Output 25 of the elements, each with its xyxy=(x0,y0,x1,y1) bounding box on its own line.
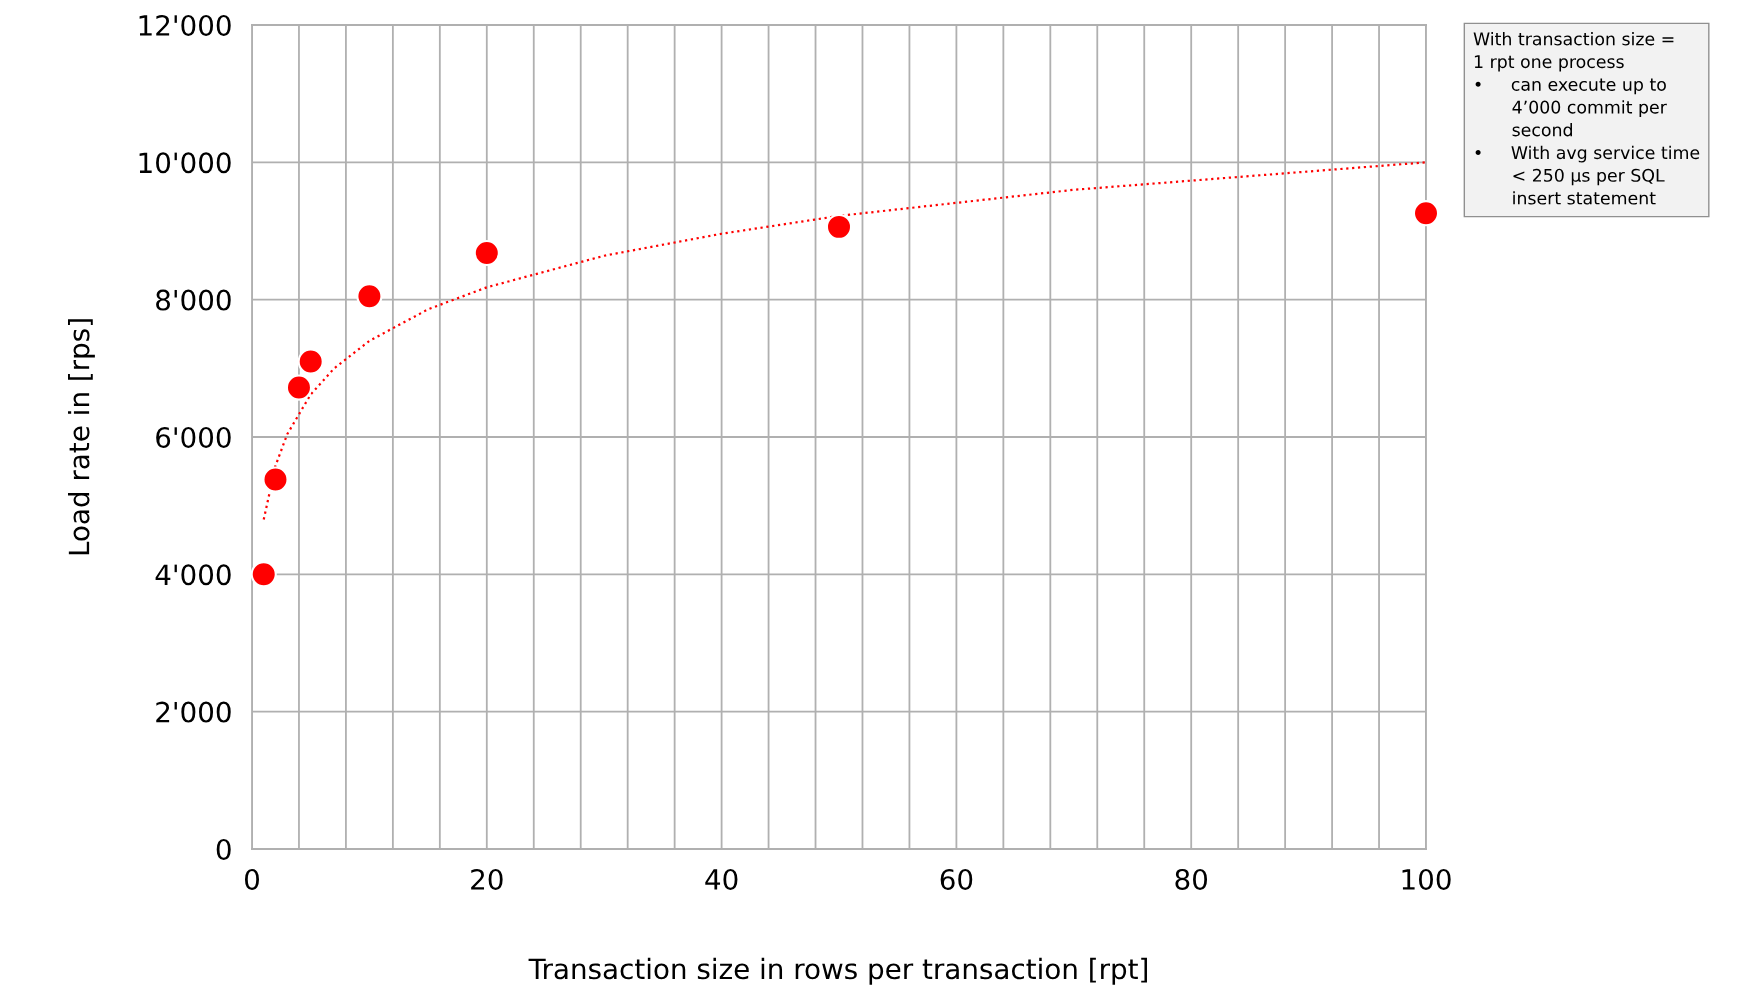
y-axis-title: Load rate in [rps] xyxy=(68,319,95,555)
y-tick-label: 10'000 xyxy=(139,152,231,174)
x-axis-title: Transaction size in rows per transaction [rpt] xyxy=(528,957,1147,985)
y-tick-label: 0 xyxy=(216,838,231,860)
x-tick-label: 20 xyxy=(471,868,503,890)
point xyxy=(250,561,277,588)
y-tick-label: 12'000 xyxy=(139,14,231,36)
y-tick-label: 8'000 xyxy=(156,289,231,311)
point xyxy=(262,466,289,493)
point xyxy=(297,348,324,375)
x-tick-label: 0 xyxy=(244,868,259,890)
y-tick-label: 4'000 xyxy=(155,564,231,586)
x-tick-label: 100 xyxy=(1402,868,1451,890)
point xyxy=(825,213,853,240)
text: With transaction size = 1 rpt one process • can execute up to 4’000 commit per second • With avg service time < 250 µs per SQL insert statement xyxy=(1473,32,1700,205)
y-tick-label: 2'000 xyxy=(156,701,231,723)
point xyxy=(356,283,383,310)
point xyxy=(1412,200,1440,227)
point xyxy=(285,374,313,401)
line-series xyxy=(262,161,1426,521)
y-tick-label: 6'000 xyxy=(156,426,231,448)
x-tick-label: 80 xyxy=(1175,868,1208,890)
point xyxy=(473,239,500,267)
x-tick-label: 60 xyxy=(940,868,973,890)
x-tick-label: 40 xyxy=(705,868,738,890)
